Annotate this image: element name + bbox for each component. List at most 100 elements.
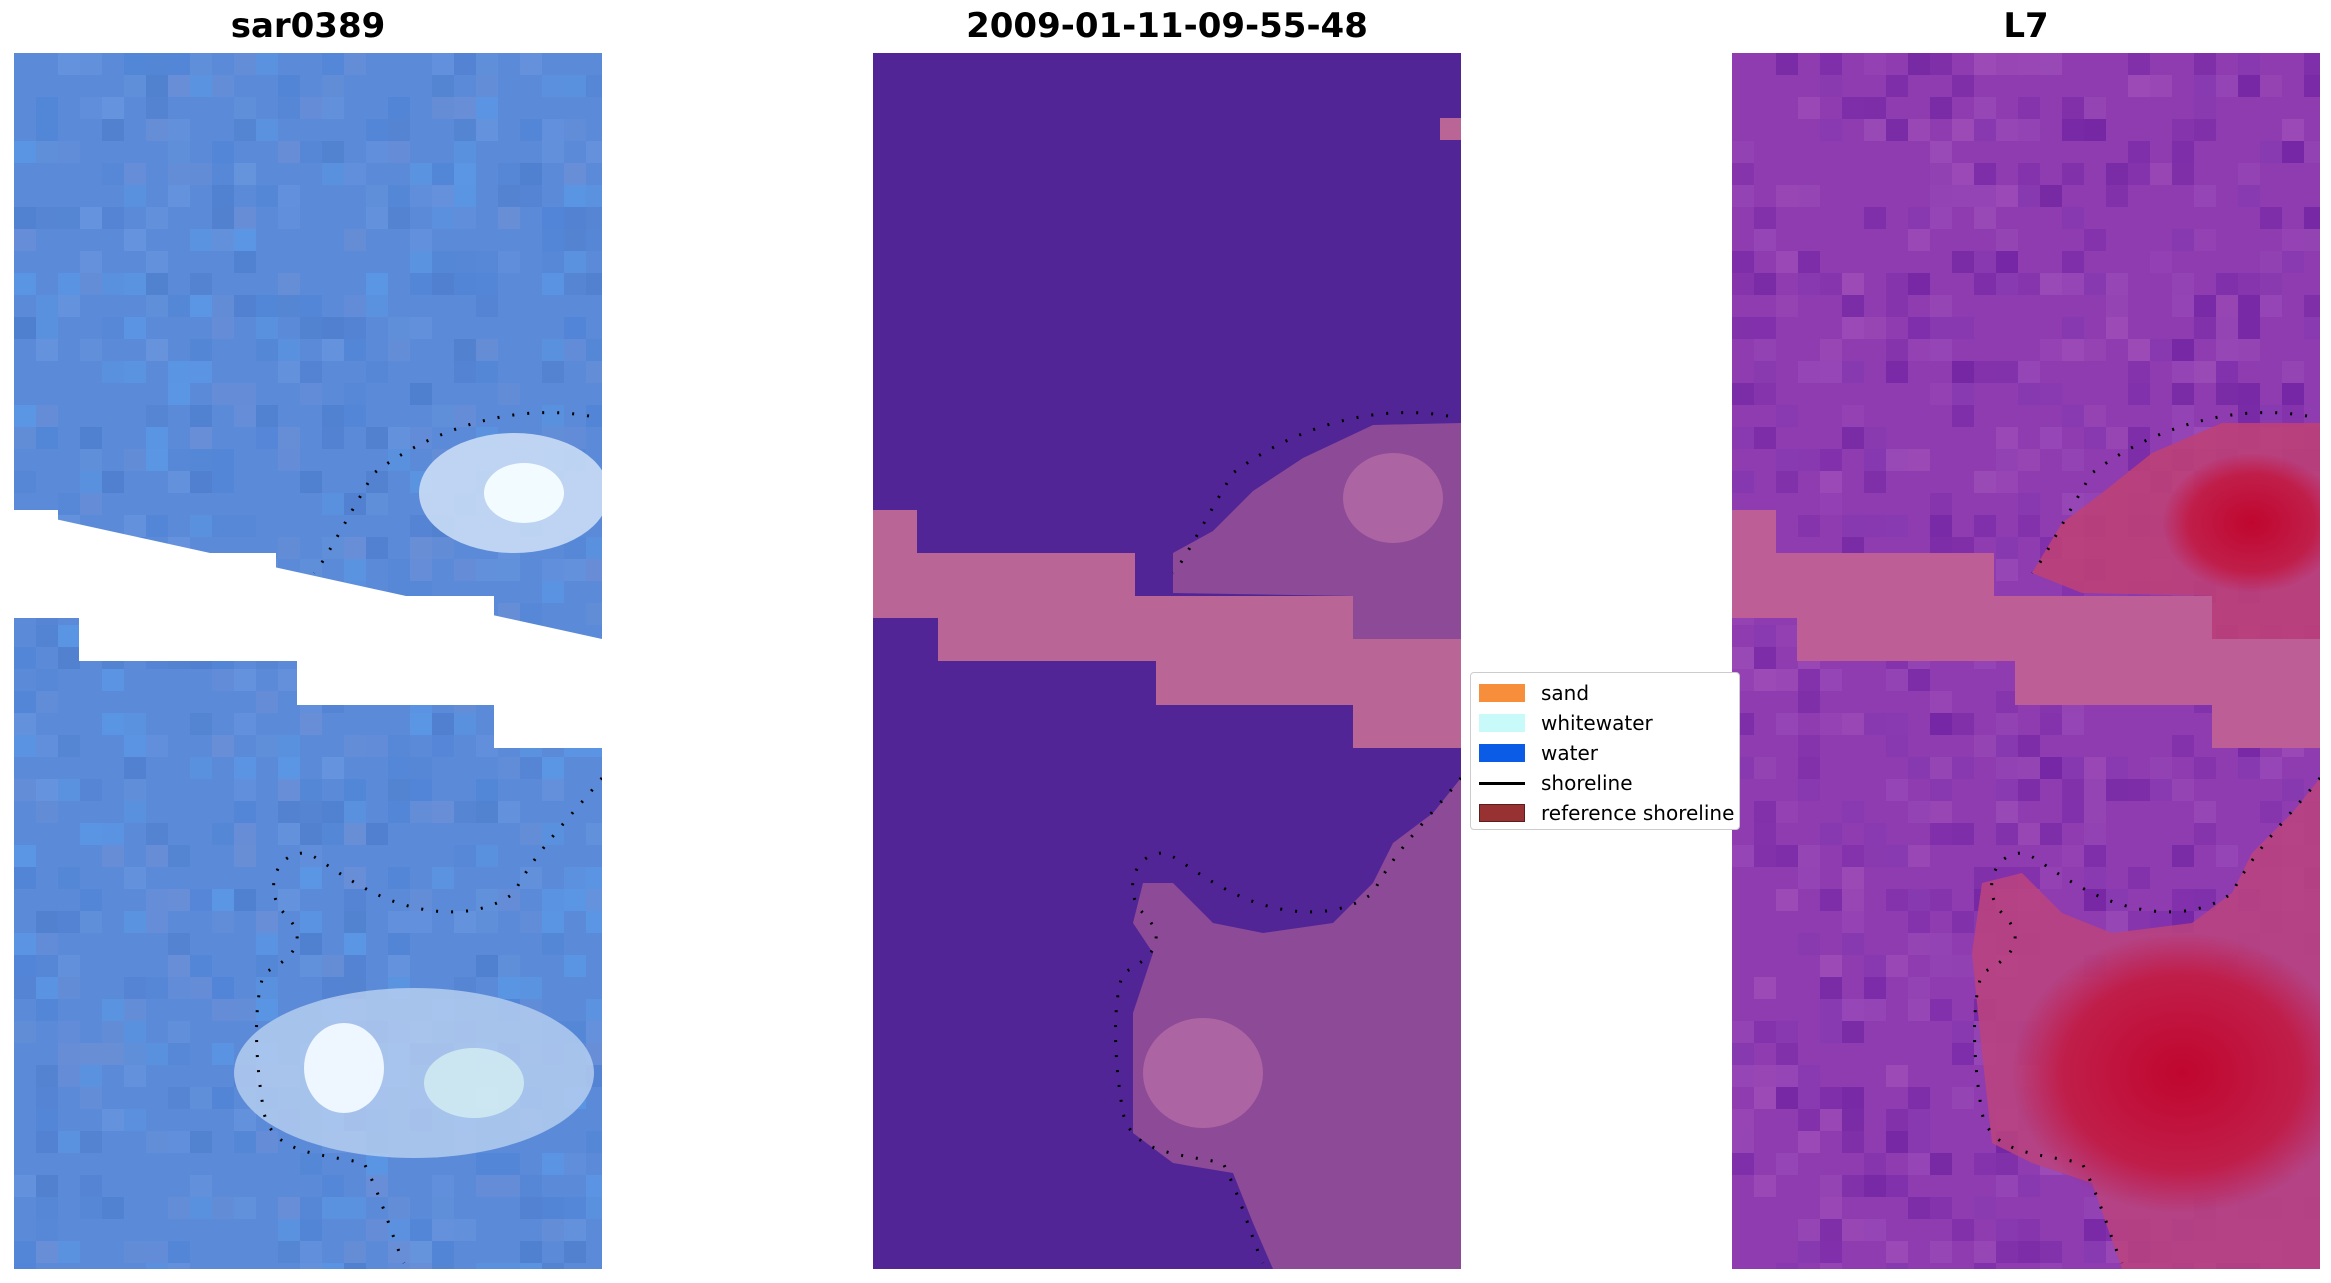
- pixel: [190, 889, 212, 911]
- pixel: [564, 163, 586, 185]
- pixel: [212, 999, 234, 1021]
- pixel: [80, 339, 102, 361]
- pixel: [2106, 757, 2128, 779]
- pixel: [80, 493, 102, 515]
- pixel: [14, 713, 36, 735]
- pixel: [1996, 691, 2018, 713]
- pixel: [388, 449, 410, 471]
- pixel: [14, 207, 36, 229]
- pixel: [454, 119, 476, 141]
- pixel: [80, 1197, 102, 1219]
- pixel: [168, 1131, 190, 1153]
- pixel: [542, 339, 564, 361]
- pixel: [542, 251, 564, 273]
- pixel: [36, 295, 58, 317]
- pixel: [1798, 251, 1820, 273]
- pixel: [234, 823, 256, 845]
- pixel: [476, 779, 498, 801]
- pixel: [146, 75, 168, 97]
- pixel: [2238, 273, 2260, 295]
- pixel: [1798, 669, 1820, 691]
- pixel: [36, 317, 58, 339]
- pixel: [146, 273, 168, 295]
- pixel: [410, 229, 432, 251]
- whitewater-core: [304, 1023, 384, 1113]
- pixel: [80, 889, 102, 911]
- pixel: [234, 1131, 256, 1153]
- pixel: [410, 317, 432, 339]
- pixel: [1886, 669, 1908, 691]
- pixel: [256, 933, 278, 955]
- panel-title-classification: 2009-01-11-09-55-48: [966, 6, 1368, 46]
- pixel: [124, 911, 146, 933]
- pixel: [2062, 317, 2084, 339]
- swatch-water: [1479, 744, 1525, 762]
- pixel: [146, 339, 168, 361]
- pixel: [1974, 1263, 1996, 1269]
- pixel: [344, 823, 366, 845]
- pixel: [432, 1175, 454, 1197]
- pixel: [498, 1263, 520, 1269]
- pixel: [190, 53, 212, 75]
- pixel: [278, 207, 300, 229]
- pixel: [14, 779, 36, 801]
- pixel: [58, 141, 80, 163]
- pixel: [80, 449, 102, 471]
- pixel: [2062, 779, 2084, 801]
- pixel: [586, 1175, 602, 1197]
- pixel: [1908, 317, 1930, 339]
- pixel: [1776, 845, 1798, 867]
- pixel: [542, 119, 564, 141]
- pixel: [410, 427, 432, 449]
- pixel: [36, 1065, 58, 1087]
- pixel: [1842, 911, 1864, 933]
- pixel: [1732, 1131, 1754, 1153]
- pixel: [1864, 471, 1886, 493]
- pixel: [454, 713, 476, 735]
- pixel: [146, 515, 168, 537]
- pixel: [454, 405, 476, 427]
- pixel: [146, 207, 168, 229]
- pixel: [344, 229, 366, 251]
- pixel: [2084, 801, 2106, 823]
- pixel: [476, 75, 498, 97]
- pixel: [1820, 1241, 1842, 1263]
- pixel: [2040, 1241, 2062, 1263]
- pixel: [1732, 845, 1754, 867]
- pixel: [102, 207, 124, 229]
- pixel: [256, 339, 278, 361]
- pixel: [1974, 1197, 1996, 1219]
- pixel: [322, 427, 344, 449]
- pixel: [1908, 999, 1930, 1021]
- pixel: [454, 251, 476, 273]
- pixel: [1886, 339, 1908, 361]
- pixel: [410, 1263, 432, 1269]
- pixel: [124, 713, 146, 735]
- pixel: [564, 119, 586, 141]
- pixel: [1930, 185, 1952, 207]
- pixel: [2304, 295, 2320, 317]
- pixel: [1886, 515, 1908, 537]
- pixel: [234, 229, 256, 251]
- pixel: [564, 251, 586, 273]
- pixel: [14, 405, 36, 427]
- index-panel: [1732, 53, 2320, 1269]
- pixel: [476, 251, 498, 273]
- pixel: [2062, 273, 2084, 295]
- pixel: [2106, 427, 2128, 449]
- pixel: [322, 339, 344, 361]
- pixel: [1930, 999, 1952, 1021]
- pixel: [454, 97, 476, 119]
- pixel: [410, 1241, 432, 1263]
- pixel: [190, 977, 212, 999]
- pixel: [432, 273, 454, 295]
- pixel: [1776, 889, 1798, 911]
- pixel: [234, 53, 256, 75]
- pixel: [1952, 361, 1974, 383]
- pixel: [168, 185, 190, 207]
- pixel: [454, 339, 476, 361]
- pixel: [2040, 757, 2062, 779]
- pixel: [124, 801, 146, 823]
- pixel: [476, 911, 498, 933]
- pixel: [1732, 383, 1754, 405]
